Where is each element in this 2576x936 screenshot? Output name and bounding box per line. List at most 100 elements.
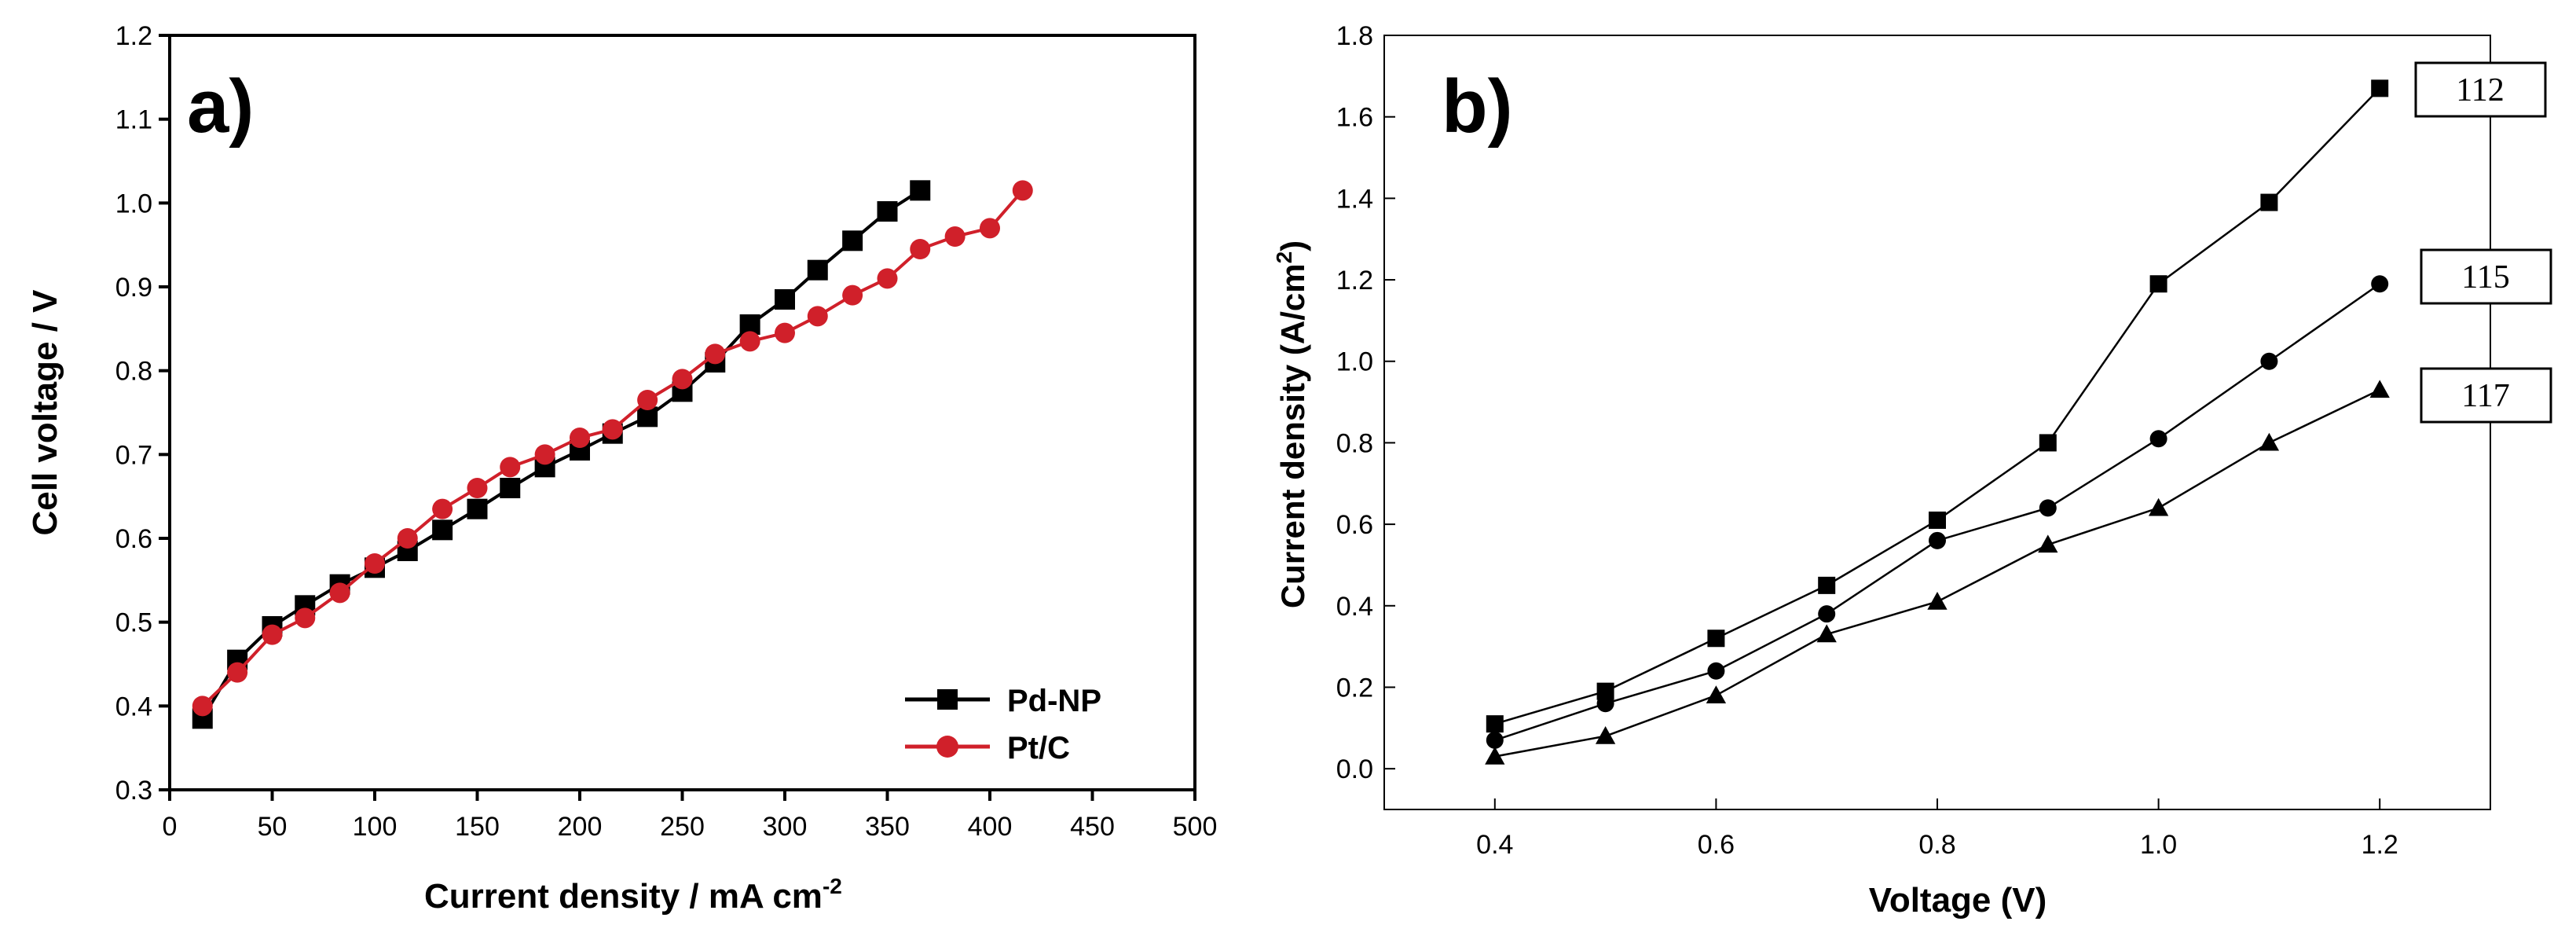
data-point-115	[2039, 499, 2057, 517]
data-point-pt-c	[1012, 180, 1033, 201]
panel-b-plot-frame	[1383, 35, 2491, 810]
data-point-115	[2371, 275, 2389, 293]
series-label-115-text: 115	[2461, 259, 2509, 295]
panel-b-x-ticks: 0.4 0.6 0.8 1.0 1.2	[1476, 798, 2398, 860]
panel-a-y-tick-label: 0.8	[115, 357, 152, 387]
data-point-117	[2148, 497, 2169, 516]
panel-b-series	[1485, 79, 2390, 765]
panel-b-y-tick-label: 0.0	[1336, 754, 1373, 784]
panel-a-y-tick-label: 0.7	[115, 440, 152, 470]
panel-a-x-axis-title: Current density / mA cm-2	[424, 874, 842, 916]
panel-a-y-tick-label: 0.6	[115, 524, 152, 554]
data-point-117	[1595, 726, 1616, 744]
data-point-pd-np	[807, 259, 828, 281]
panel-a-y-tick-label: 1.0	[115, 189, 152, 218]
panel-a-series	[192, 180, 1033, 729]
panel-a-legend: Pd-NP Pt/C	[905, 684, 1101, 765]
panel-b-series-112	[1486, 79, 2389, 733]
series-line-pt-c	[201, 189, 1024, 707]
series-label-112-text: 112	[2456, 72, 2504, 108]
panel-b-series-labels: 112 115 117	[2414, 61, 2552, 424]
panel-a-x-ticks: 0 50 100 150 200 250 300 350 400 450 500	[163, 790, 1217, 842]
panel-b-y-axis-title-sup: 2	[1272, 251, 1296, 264]
panel-b-y-axis-title: Current density (A/cm2)	[1272, 240, 1311, 608]
panel-b-y-tick-label: 1.4	[1336, 184, 1373, 214]
series-line-117	[1494, 388, 2380, 758]
legend-label-pt-c: Pt/C	[1007, 731, 1070, 765]
series-label-117-text: 117	[2461, 378, 2509, 414]
panel-a-series-pt-c	[192, 180, 1033, 717]
legend-label-pd-np: Pd-NP	[1007, 684, 1101, 718]
panel-b-y-tick-label: 0.4	[1336, 592, 1373, 622]
data-point-pt-c	[637, 390, 658, 410]
panel-b-x-tick-label: 1.0	[2140, 830, 2177, 860]
data-point-112	[1929, 511, 1946, 529]
panel-a-y-tick-label: 0.5	[115, 608, 152, 638]
data-point-112	[1707, 630, 1725, 648]
data-point-115	[1486, 731, 1504, 749]
data-point-pt-c	[500, 457, 521, 478]
panel-a-x-axis-title-sup: -2	[823, 874, 842, 898]
data-point-pt-c	[944, 226, 966, 247]
data-point-117	[1927, 591, 1948, 610]
panel-b-y-tick-label: 1.2	[1336, 266, 1373, 295]
data-point-117	[2369, 380, 2390, 398]
legend-item-pt-c: Pt/C	[905, 731, 1070, 765]
panel-a-x-tick-label: 0	[163, 812, 178, 842]
data-point-pt-c	[672, 369, 693, 390]
panel-b-y-tick-label: 0.2	[1336, 673, 1373, 703]
panel-a-y-tick-label: 1.1	[115, 105, 152, 135]
series-label-112: 112	[2414, 61, 2547, 118]
data-point-pt-c	[842, 284, 863, 306]
data-point-pt-c	[570, 428, 590, 448]
panel-b-y-axis-title-suffix: )	[1274, 240, 1311, 251]
panel-a-x-tick-label: 450	[1070, 812, 1115, 842]
panel-b-series-115	[1486, 275, 2389, 749]
panel-a-x-tick-label: 50	[258, 812, 288, 842]
data-point-pt-c	[295, 607, 316, 629]
data-point-pt-c	[397, 528, 418, 549]
panel-a-y-tick-label: 0.4	[115, 692, 152, 721]
panel-a-x-tick-label: 300	[763, 812, 808, 842]
panel-b-series-117	[1485, 380, 2390, 765]
data-point-pt-c	[432, 498, 453, 519]
panel-a-x-tick-label: 200	[558, 812, 603, 842]
data-point-112	[2149, 275, 2167, 293]
data-point-pd-np	[432, 519, 453, 541]
panel-a-x-axis-title-main: Current density / mA cm	[424, 877, 823, 916]
data-point-pd-np	[775, 289, 795, 310]
data-point-112	[2371, 79, 2389, 97]
data-point-112	[2260, 193, 2278, 211]
data-point-pt-c	[329, 582, 350, 604]
data-point-pt-c	[534, 444, 555, 465]
panel-a-y-tick-label: 0.3	[115, 776, 152, 806]
panel-a-x-tick-label: 350	[865, 812, 910, 842]
data-point-pd-np	[877, 201, 898, 222]
panel-a-plot-frame	[168, 34, 1196, 791]
panel-b-x-tick-label: 0.6	[1698, 830, 1735, 860]
panel-a-label: a)	[187, 64, 254, 149]
data-point-112	[2039, 434, 2057, 452]
panel-b: 0.0 0.2 0.4 0.6 0.8 1.0 1.2 1.4 1.6 1.8 0.4 0.6 0.8…	[1272, 21, 2552, 919]
data-point-pt-c	[980, 218, 1000, 239]
data-point-117	[1706, 685, 1727, 703]
data-point-115	[1596, 695, 1614, 713]
data-point-115	[1929, 531, 1946, 549]
data-point-pd-np	[910, 180, 931, 201]
panel-b-x-tick-label: 0.8	[1918, 830, 1955, 860]
legend-item-pd-np: Pd-NP	[905, 684, 1101, 718]
panel-b-y-tick-label: 0.6	[1336, 510, 1373, 540]
data-point-117	[1816, 624, 1837, 643]
panel-b-y-tick-label: 1.0	[1336, 347, 1373, 377]
data-point-115	[1818, 605, 1836, 623]
data-point-pt-c	[877, 268, 898, 289]
data-point-pt-c	[467, 478, 488, 498]
panel-a-x-tick-label: 400	[968, 812, 1013, 842]
panel-b-y-tick-label: 0.8	[1336, 428, 1373, 458]
data-point-pt-c	[227, 662, 248, 683]
series-line-pd-np	[201, 189, 922, 720]
data-point-112	[1596, 682, 1614, 700]
panel-b-y-ticks: 0.0 0.2 0.4 0.6 0.8 1.0 1.2 1.4 1.6 1.8	[1336, 21, 1395, 784]
data-point-pt-c	[192, 696, 213, 717]
panel-b-y-tick-label: 1.8	[1336, 21, 1373, 51]
